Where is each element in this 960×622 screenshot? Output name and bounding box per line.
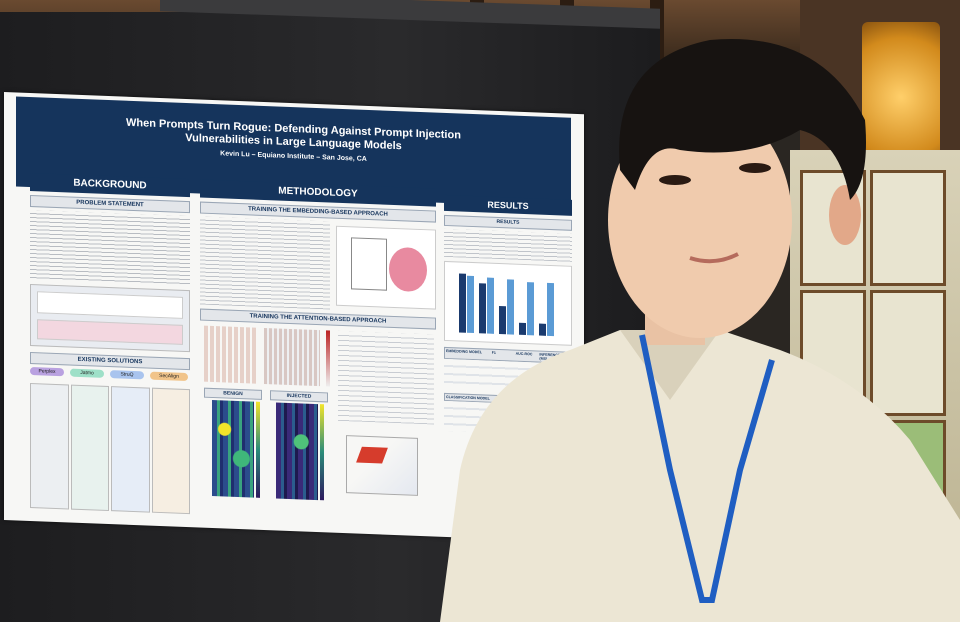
solution-pills: Perplex Jatmo StruQ SecAlign xyxy=(30,366,190,385)
attention-section: BENIGN INJECTED xyxy=(200,324,436,513)
window-pane xyxy=(870,170,946,286)
colorbar xyxy=(326,330,330,387)
shirt xyxy=(440,330,960,622)
benign-label: BENIGN xyxy=(204,387,262,400)
attention-matrix xyxy=(264,327,320,387)
problem-text-block xyxy=(30,209,190,287)
injected-heatmap xyxy=(276,402,318,501)
person xyxy=(440,39,960,622)
embedding-section xyxy=(200,216,436,314)
eye xyxy=(659,175,691,185)
colorbar xyxy=(256,401,260,498)
pill-jatmo: Jatmo xyxy=(70,368,104,378)
pill-struq: StruQ xyxy=(110,370,144,380)
methodology-column: METHODOLOGY TRAINING THE EMBEDDING-BASED… xyxy=(200,179,436,519)
mouth xyxy=(689,252,739,264)
benign-heatmap xyxy=(212,399,254,498)
hanging-lamp xyxy=(862,22,940,172)
lanyard xyxy=(639,334,775,603)
hair xyxy=(619,39,866,200)
3d-surface-plot xyxy=(346,435,418,496)
colorbar xyxy=(320,404,324,501)
ear xyxy=(829,185,861,245)
background-column: BACKGROUND PROBLEM STATEMENT EXISTING SO… xyxy=(30,172,190,515)
injected-label: INJECTED xyxy=(270,390,328,403)
solutions-table xyxy=(30,382,190,515)
face xyxy=(608,102,792,338)
embedding-text xyxy=(200,216,330,310)
window-pane xyxy=(870,290,946,416)
attention-matrix xyxy=(204,325,258,384)
eye xyxy=(739,163,771,173)
pill-perplex: Perplex xyxy=(30,366,64,377)
pill-secalign: SecAlign xyxy=(150,371,188,382)
example-screenshots xyxy=(30,283,190,353)
